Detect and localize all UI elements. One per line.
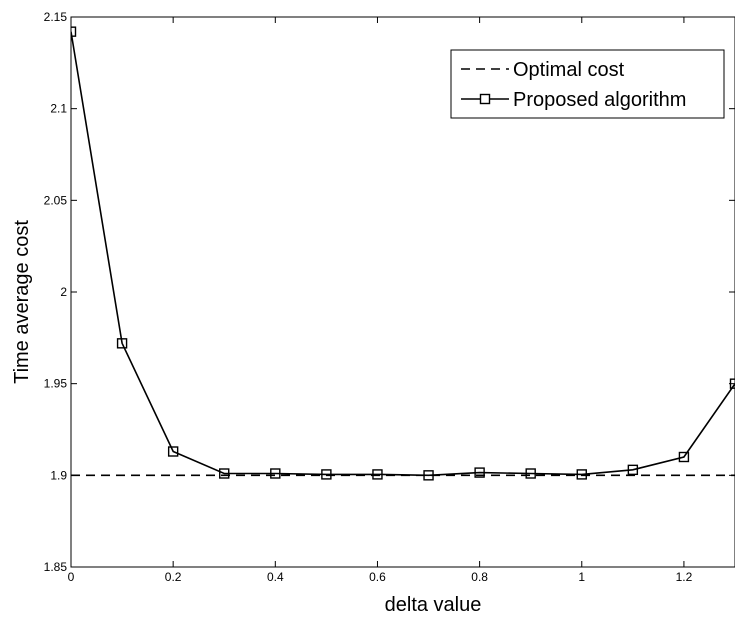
legend-label: Optimal cost — [513, 59, 625, 81]
y-tick-label: 2 — [60, 285, 67, 299]
axis-ticks: 0 0.2 0.4 0.6 0.8 1 1.2 1.85 1.9 1.95 2 2.05 2.1 2.15 — [44, 10, 735, 584]
data-point — [71, 26, 77, 37]
legend: Optimal cost Proposed algorithm — [450, 49, 725, 119]
y-axis-title: Time average cost — [11, 220, 33, 384]
x-tick-label: 0.6 — [369, 570, 386, 584]
x-tick-label: 0 — [68, 570, 75, 584]
y-tick-label: 2.1 — [50, 102, 67, 116]
data-point — [576, 469, 587, 480]
legend-box — [450, 49, 725, 119]
data-point — [116, 338, 128, 349]
data-point — [321, 469, 332, 480]
x-tick-label: 1.2 — [676, 570, 693, 584]
x-tick-label: 0.2 — [165, 570, 182, 584]
series-layer — [71, 26, 735, 481]
x-tick-label: 1 — [578, 570, 585, 584]
y-tick-label: 1.95 — [44, 377, 68, 391]
y-tick-label: 1.85 — [44, 560, 68, 574]
x-tick-label: 0.8 — [471, 570, 488, 584]
y-tick-label: 2.15 — [44, 10, 68, 24]
legend-label: Proposed algorithm — [513, 89, 686, 111]
series-line — [71, 31, 735, 477]
data-point — [372, 469, 383, 480]
data-point — [167, 446, 179, 457]
data-point — [525, 468, 536, 479]
data-point — [474, 467, 485, 478]
x-axis-title: delta value — [385, 594, 482, 616]
data-point — [219, 468, 230, 479]
data-point — [423, 470, 434, 481]
data-point — [678, 451, 690, 463]
data-point — [627, 464, 639, 476]
data-point — [729, 378, 735, 389]
data-point — [270, 468, 281, 479]
x-tick-label: 0.4 — [267, 570, 284, 584]
y-tick-label: 2.05 — [44, 193, 68, 207]
y-tick-label: 1.9 — [50, 468, 67, 482]
legend-marker — [479, 93, 491, 105]
